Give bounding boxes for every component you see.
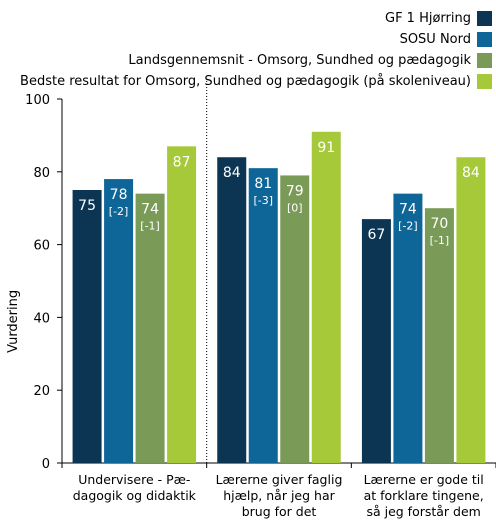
category-label: Lærerne giver faglig [216, 472, 343, 487]
legend-label: SOSU Nord [399, 32, 471, 47]
bar-value-label: 81 [254, 176, 272, 192]
bar [424, 208, 454, 463]
category-label: så jeg forstår dem [366, 504, 480, 519]
y-tick-label: 60 [33, 239, 50, 254]
bar-change-label: [-1] [140, 220, 160, 233]
bar-change-label: [-1] [430, 234, 450, 247]
bar-value-label: 84 [223, 165, 241, 181]
legend-item: SOSU Nord [2, 29, 492, 50]
bar [361, 219, 391, 463]
bar-value-label: 84 [462, 165, 480, 181]
bar-value-label: 79 [286, 183, 304, 199]
category-label: dagogik og didaktik [73, 488, 197, 503]
category-label: hjælp, når jeg har [223, 488, 335, 503]
legend-label: Landsgennemsnit - Omsorg, Sundhed og pæd… [128, 53, 471, 68]
bar-change-label: [0] [287, 201, 303, 214]
bar [104, 179, 134, 463]
bar-value-label: 70 [431, 216, 449, 232]
bar-change-label: [-2] [109, 205, 129, 218]
category-label: Lærerne er gode til [364, 472, 484, 487]
category-label: brug for det [242, 504, 317, 519]
y-tick-label: 80 [33, 166, 50, 181]
legend-swatch [477, 74, 492, 89]
legend-label: Bedste resultat for Omsorg, Sundhed og p… [20, 74, 471, 89]
bar-value-label: 75 [78, 198, 96, 214]
y-axis-label: Vurdering [6, 290, 21, 353]
bar [217, 157, 247, 464]
bar-value-label: 91 [317, 140, 335, 156]
bar-change-label: [-3] [253, 194, 273, 207]
y-tick-label: 20 [33, 384, 50, 399]
bar [280, 175, 310, 463]
bar-value-label: 67 [368, 227, 386, 243]
bar [456, 157, 486, 464]
legend-swatch [477, 53, 492, 68]
y-tick-label: 100 [25, 93, 50, 108]
legend-swatch [477, 32, 492, 47]
category-label: Undervisere - Pæ- [78, 472, 190, 487]
bar-value-label: 87 [173, 154, 191, 170]
bar [311, 131, 341, 463]
category-label: at forklare tingene, [364, 488, 484, 503]
legend-item: GF 1 Hjørring [2, 8, 492, 29]
bar [167, 146, 197, 463]
legend: GF 1 Hjørring SOSU Nord Landsgennemsnit … [2, 8, 492, 92]
legend-label: GF 1 Hjørring [385, 11, 471, 26]
bar-value-label: 78 [110, 187, 128, 203]
y-tick-label: 0 [42, 457, 50, 472]
bar [72, 190, 102, 463]
bar [135, 193, 165, 463]
legend-item: Landsgennemsnit - Omsorg, Sundhed og pæd… [2, 50, 492, 71]
bar [248, 168, 278, 463]
bar [393, 193, 423, 463]
legend-item: Bedste resultat for Omsorg, Sundhed og p… [2, 71, 492, 92]
legend-swatch [477, 11, 492, 26]
y-tick-label: 40 [33, 311, 50, 326]
bar-value-label: 74 [399, 202, 417, 218]
bar-value-label: 74 [141, 202, 159, 218]
bar-change-label: [-2] [398, 220, 418, 233]
